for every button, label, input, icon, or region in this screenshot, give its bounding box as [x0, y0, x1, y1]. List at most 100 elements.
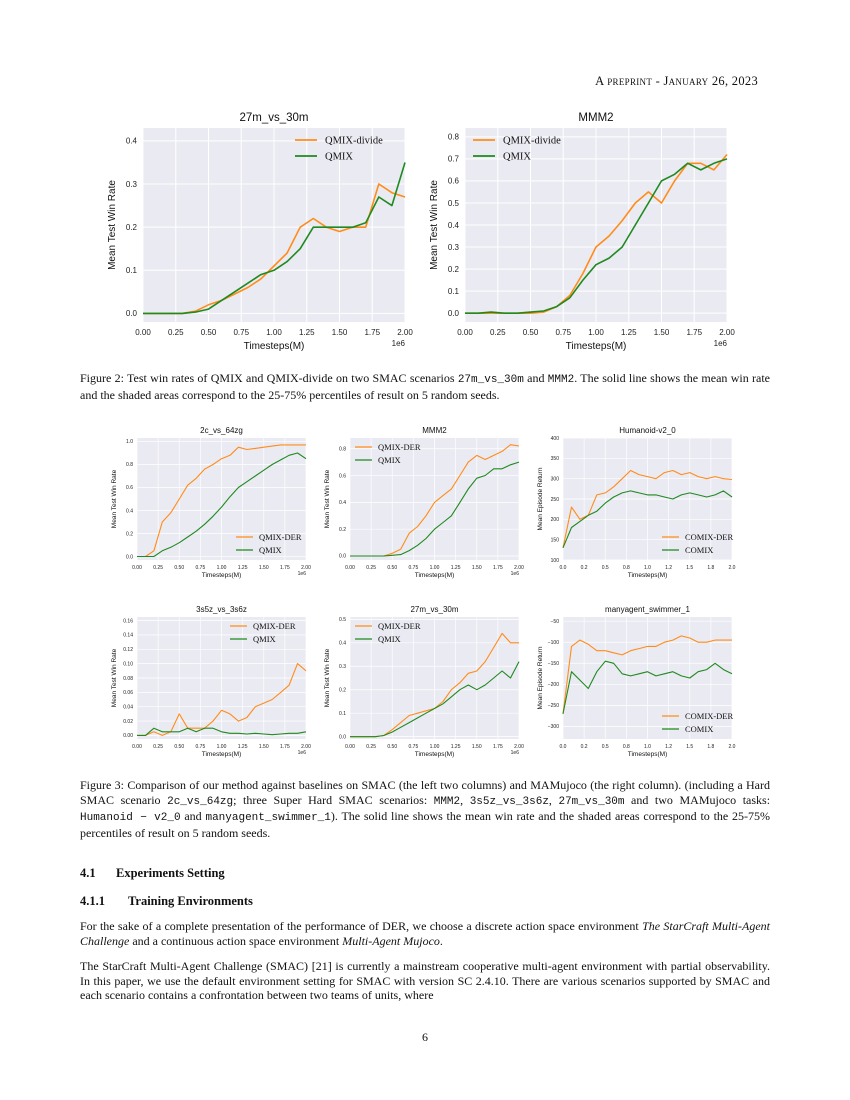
x-tick-label: 0.50	[174, 744, 184, 750]
x-tick-label: 1.00	[588, 328, 604, 337]
x-offset-label: 1e6	[511, 571, 520, 577]
x-axis-label: Timesteps(M)	[628, 572, 667, 579]
x-tick-label: 1.75	[493, 744, 503, 750]
legend: COMIX-DER COMIX	[662, 532, 733, 555]
y-tick-label: 0.04	[123, 704, 133, 710]
y-tick-label: 0.02	[123, 719, 133, 725]
y-tick-label: 0.10	[123, 661, 133, 667]
x-tick-label: 0.75	[196, 744, 206, 750]
y-axis-label: Mean Test Win Rate	[107, 180, 118, 270]
x-tick-label: 2.00	[719, 328, 735, 337]
x-offset-label: 1e6	[511, 750, 520, 756]
x-axis-label: Timesteps(M)	[415, 751, 454, 758]
y-axis-label: Mean Test Win Rate	[324, 469, 331, 528]
text-run: ). The solid line shows the mean win rat…	[80, 809, 770, 840]
y-tick-label: 0.0	[339, 734, 346, 740]
y-tick-label: 300	[551, 476, 560, 482]
text-run: and	[180, 809, 206, 824]
legend-label: COMIX-DER	[685, 532, 733, 542]
paragraph: The StarCraft Multi-Agent Challenge (SMA…	[80, 959, 770, 1003]
y-tick-label: 0.2	[448, 265, 460, 274]
legend: QMIX-divide QMIX	[295, 136, 383, 163]
y-tick-label: 0.00	[123, 733, 133, 739]
section-title: Experiments Setting	[116, 866, 225, 880]
y-tick-label: 0.3	[448, 243, 460, 252]
x-tick-label: 1.25	[451, 565, 461, 571]
chart-title: 27m_vs_30m	[239, 112, 308, 124]
y-tick-label: 0.0	[126, 309, 138, 318]
x-tick-label: 2.00	[301, 565, 311, 571]
figure3-caption: Figure 3: Comparison of our method again…	[80, 778, 770, 840]
y-tick-label: 0.4	[126, 508, 133, 514]
text-run: and	[523, 371, 548, 385]
y-tick-label: 0.6	[126, 485, 133, 491]
y-axis-label: Mean Test Win Rate	[429, 180, 440, 270]
x-tick-label: 0.8	[623, 744, 630, 750]
x-tick-label: 1.50	[259, 565, 269, 571]
x-tick-label: 0.5	[602, 565, 609, 571]
y-axis-label: Mean Episode Return	[537, 467, 544, 530]
x-tick-label: 2.00	[301, 744, 311, 750]
y-tick-label: 0.12	[123, 647, 133, 653]
x-tick-label: 0.25	[153, 565, 163, 571]
text-run: Figure 2: Test win rates of QMIX and QMI…	[80, 371, 458, 385]
legend-label: COMIX	[685, 545, 713, 555]
x-offset-label: 1e6	[392, 339, 406, 348]
x-tick-label: 1.50	[472, 565, 482, 571]
series-line-qmix	[137, 452, 307, 558]
y-tick-label: 0.8	[339, 446, 346, 452]
y-tick-label: −150	[548, 661, 559, 667]
legend-label: QMIX	[503, 152, 531, 163]
y-tick-label: 0.1	[126, 266, 138, 275]
x-tick-label: 1.2	[665, 565, 672, 571]
y-tick-label: 0.2	[339, 687, 346, 693]
text-run: and a continuous action space environmen…	[129, 933, 343, 948]
x-tick-label: 0.25	[366, 565, 376, 571]
text-run: ; three Super Hard SMAC scenarios:	[233, 792, 434, 807]
x-tick-label: 0.75	[409, 744, 419, 750]
y-tick-label: 0.7	[448, 155, 460, 164]
legend-label: QMIX-DER	[253, 621, 296, 631]
y-tick-label: 0.06	[123, 690, 133, 696]
section-heading: 4.1 Experiments Setting	[80, 866, 225, 881]
x-axis-label: Timesteps(M)	[202, 572, 241, 579]
legend-label: QMIX	[325, 152, 353, 163]
y-tick-label: 1.0	[126, 439, 133, 445]
figure3-chart-27m-vs-30m: 0.00 0.25 0.50 0.75 1.00 1.25 1.50 1.75 2.00 0.0 0…	[320, 599, 525, 762]
x-tick-label: 1.75	[280, 744, 290, 750]
x-tick-label: 0.0	[560, 744, 567, 750]
x-tick-label: 1.75	[493, 565, 503, 571]
legend-label: QMIX	[378, 634, 401, 644]
x-offset-label: 1e6	[298, 750, 307, 756]
text-run: and two MAMujoco tasks:	[624, 792, 771, 807]
y-tick-label: 0.5	[448, 199, 460, 208]
y-tick-label: 0.8	[448, 133, 460, 142]
text-run: ,	[460, 792, 470, 807]
x-tick-label: 1.50	[654, 328, 670, 337]
x-tick-label: 0.25	[366, 744, 376, 750]
x-tick-label: 0.25	[490, 328, 506, 337]
x-tick-label: 0.00	[345, 744, 355, 750]
text-run: .	[439, 933, 443, 948]
x-tick-label: 1.00	[217, 744, 227, 750]
series-line-qmix	[143, 162, 406, 315]
legend-label: QMIX	[259, 545, 282, 555]
chart-title: 27m_vs_30m	[410, 605, 458, 614]
x-tick-label: 0.00	[132, 744, 142, 750]
x-tick-label: 0.75	[233, 328, 249, 337]
y-tick-label: 0.8	[126, 462, 133, 468]
y-tick-label: −200	[548, 682, 559, 688]
x-tick-label: 1.50	[259, 744, 269, 750]
series-line-comix	[562, 490, 733, 549]
y-axis-label: Mean Test Win Rate	[324, 648, 331, 707]
y-tick-label: 250	[551, 497, 560, 503]
series-line-comix	[562, 660, 733, 714]
x-tick-label: 0.50	[201, 328, 217, 337]
legend-label: QMIX	[378, 455, 401, 465]
section-number: 4.1	[80, 866, 96, 880]
legend-label: QMIX-DER	[259, 532, 302, 542]
x-tick-label: 1.25	[238, 744, 248, 750]
series-line-qmix-der	[137, 444, 306, 558]
x-axis-label: Timesteps(M)	[415, 572, 454, 579]
y-tick-label: 0.6	[339, 473, 346, 479]
